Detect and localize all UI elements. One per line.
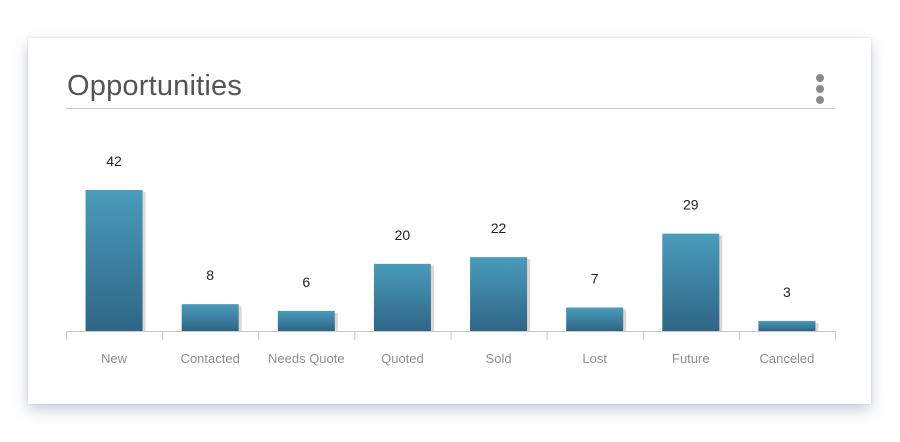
value-label-quoted: 20: [395, 227, 411, 243]
bar-canceled[interactable]: [758, 320, 816, 331]
bar-future[interactable]: [662, 233, 720, 331]
x-axis: [66, 331, 836, 340]
bar-new[interactable]: [85, 190, 143, 331]
value-label-new: 42: [106, 153, 122, 169]
value-labels-group: 42 8 6 20 22 7 29 3: [106, 153, 791, 300]
value-label-canceled: 3: [783, 284, 791, 300]
bar-lost[interactable]: [566, 307, 624, 332]
category-label-lost: Lost: [582, 351, 607, 366]
kebab-vertical-icon[interactable]: [812, 74, 828, 104]
opportunities-bar-chart: 42 8 6 20 22 7 29 3 New Contacted Needs Quote Quot…: [66, 153, 836, 366]
category-label-future: Future: [672, 351, 710, 366]
category-labels-group: New Contacted Needs Quote Quoted Sold Lost Fut…: [101, 351, 814, 366]
value-label-sold: 22: [491, 220, 507, 236]
card-title: Opportunities: [67, 70, 243, 102]
title-divider: [66, 108, 835, 109]
opportunities-card: Opportunities 42 8 6 20 22 7 29 3 New Contacted N…: [28, 38, 871, 404]
category-label-quoted: Quoted: [381, 351, 424, 366]
value-label-needs-quote: 6: [302, 274, 310, 290]
bar-quoted[interactable]: [373, 263, 431, 331]
category-label-canceled: Canceled: [759, 351, 814, 366]
category-label-contacted: Contacted: [181, 351, 240, 366]
category-label-sold: Sold: [486, 351, 512, 366]
bars-group: [85, 190, 819, 332]
bar-needs-quote[interactable]: [277, 310, 335, 331]
value-label-contacted: 8: [206, 267, 214, 283]
bar-contacted[interactable]: [181, 304, 239, 331]
category-label-new: New: [101, 351, 128, 366]
category-label-needs-quote: Needs Quote: [268, 351, 345, 366]
value-label-future: 29: [683, 197, 699, 213]
bar-sold[interactable]: [470, 257, 528, 331]
value-label-lost: 7: [591, 271, 599, 287]
